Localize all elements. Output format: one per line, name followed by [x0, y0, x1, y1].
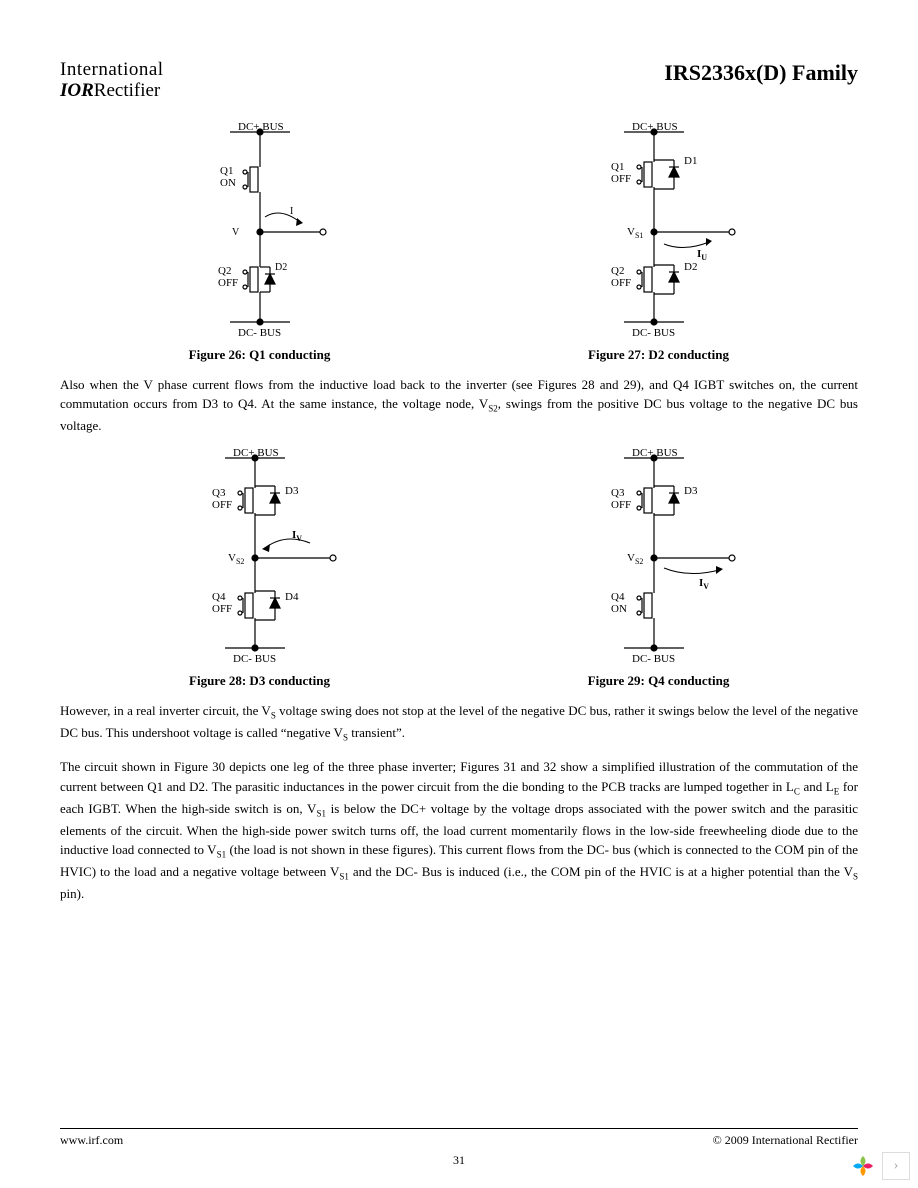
footer-copyright: © 2009 International Rectifier [713, 1133, 858, 1148]
figure-29-caption: Figure 29: Q4 conducting [588, 673, 730, 689]
svg-text:D3: D3 [684, 485, 698, 497]
svg-text:Q2: Q2 [611, 265, 624, 277]
figures-row-2: DC+ BUS DC- BUS Q3 OFF D3 Q4 OFF D4 VS2 … [60, 448, 858, 689]
svg-text:Q2: Q2 [218, 265, 231, 277]
figure-27: DC+ BUS DC- BUS Q1 OFF D1 Q2 OFF D2 VS1 … [569, 122, 749, 363]
logo-rectifier: Rectifier [94, 80, 160, 101]
svg-text:OFF: OFF [212, 603, 232, 615]
svg-text:D4: D4 [285, 591, 299, 603]
page-number: 31 [453, 1153, 465, 1168]
svg-text:VS2: VS2 [627, 552, 643, 566]
figure-29: DC+ BUS DC- BUS Q3 OFF D3 Q4 ON VS2 IV F… [569, 448, 749, 689]
next-page-button[interactable]: › [882, 1152, 910, 1180]
svg-text:Q3: Q3 [611, 487, 625, 499]
nav-widget: › [850, 1152, 910, 1180]
logo-line2: IORRectifier [60, 81, 164, 102]
figure-26: DC+ BUS DC- BUS Q1 ON Q2 OFF D2 V I Figu… [170, 122, 350, 363]
circuit-diagram-26: DC+ BUS DC- BUS Q1 ON Q2 OFF D2 V I [170, 122, 350, 342]
svg-text:Q1: Q1 [611, 161, 624, 173]
svg-text:D3: D3 [285, 485, 299, 497]
svg-text:DC- BUS: DC- BUS [238, 327, 281, 339]
svg-text:DC+ BUS: DC+ BUS [238, 122, 284, 133]
circuit-diagram-28: DC+ BUS DC- BUS Q3 OFF D3 Q4 OFF D4 VS2 … [170, 448, 350, 668]
svg-text:Q1: Q1 [220, 165, 233, 177]
svg-text:D2: D2 [275, 262, 287, 273]
svg-text:VS1: VS1 [627, 226, 643, 240]
svg-text:DC+ BUS: DC+ BUS [632, 448, 678, 459]
footer-url: www.irf.com [60, 1133, 123, 1148]
company-logo: International IORRectifier [60, 60, 164, 102]
svg-text:ON: ON [611, 603, 627, 615]
svg-text:DC- BUS: DC- BUS [233, 653, 276, 665]
svg-text:OFF: OFF [611, 173, 631, 185]
logo-ior: IOR [60, 80, 94, 101]
svg-text:D1: D1 [684, 155, 697, 167]
svg-text:IV: IV [699, 577, 709, 591]
paragraph-3: The circuit shown in Figure 30 depicts o… [60, 757, 858, 904]
paragraph-2: However, in a real inverter circuit, the… [60, 701, 858, 745]
svg-text:DC+ BUS: DC+ BUS [233, 448, 279, 459]
svg-text:DC- BUS: DC- BUS [632, 327, 675, 339]
svg-text:IV: IV [292, 529, 302, 543]
logo-line1: International [60, 60, 164, 81]
circuit-diagram-27: DC+ BUS DC- BUS Q1 OFF D1 Q2 OFF D2 VS1 … [569, 122, 749, 342]
svg-text:OFF: OFF [611, 499, 631, 511]
svg-text:ON: ON [220, 177, 236, 189]
svg-text:Q3: Q3 [212, 487, 226, 499]
svg-text:Q4: Q4 [212, 591, 226, 603]
svg-text:VS2: VS2 [228, 552, 244, 566]
svg-text:IU: IU [697, 248, 707, 262]
svg-text:I: I [290, 206, 293, 217]
svg-text:DC- BUS: DC- BUS [632, 653, 675, 665]
svg-text:Q4: Q4 [611, 591, 625, 603]
svg-text:DC+ BUS: DC+ BUS [632, 122, 678, 133]
figure-28: DC+ BUS DC- BUS Q3 OFF D3 Q4 OFF D4 VS2 … [170, 448, 350, 689]
svg-text:OFF: OFF [218, 277, 238, 289]
circuit-diagram-29: DC+ BUS DC- BUS Q3 OFF D3 Q4 ON VS2 IV [569, 448, 749, 668]
page-header: International IORRectifier IRS2336x(D) F… [60, 60, 858, 102]
figure-26-caption: Figure 26: Q1 conducting [189, 347, 331, 363]
svg-text:OFF: OFF [212, 499, 232, 511]
svg-text:D2: D2 [684, 261, 697, 273]
chevron-right-icon: › [894, 1158, 899, 1174]
page-footer: www.irf.com © 2009 International Rectifi… [60, 1128, 858, 1148]
document-title: IRS2336x(D) Family [664, 60, 858, 86]
figures-row-1: DC+ BUS DC- BUS Q1 ON Q2 OFF D2 V I Figu… [60, 122, 858, 363]
paragraph-1: Also when the V phase current flows from… [60, 375, 858, 436]
widget-logo-icon[interactable] [850, 1153, 876, 1179]
figure-27-caption: Figure 27: D2 conducting [588, 347, 729, 363]
svg-text:OFF: OFF [611, 277, 631, 289]
figure-28-caption: Figure 28: D3 conducting [189, 673, 330, 689]
svg-text:V: V [232, 227, 240, 238]
